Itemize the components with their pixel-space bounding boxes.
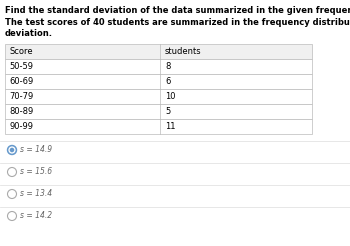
Text: 8: 8 bbox=[165, 62, 170, 71]
Circle shape bbox=[7, 189, 16, 199]
Text: s = 14.9: s = 14.9 bbox=[21, 145, 52, 154]
Text: 11: 11 bbox=[165, 122, 175, 131]
Text: 90-99: 90-99 bbox=[9, 122, 33, 131]
Text: students: students bbox=[165, 47, 202, 56]
Text: 6: 6 bbox=[165, 77, 170, 86]
Circle shape bbox=[10, 148, 14, 152]
Text: 50-59: 50-59 bbox=[9, 62, 33, 71]
Bar bbox=[5, 104, 312, 119]
Bar bbox=[5, 44, 312, 59]
Bar bbox=[5, 59, 312, 74]
Text: The test scores of 40 students are summarized in the frequency distribution belo: The test scores of 40 students are summa… bbox=[5, 18, 350, 27]
Text: Find the standard deviation of the data summarized in the given frequency distri: Find the standard deviation of the data … bbox=[5, 6, 350, 15]
Bar bbox=[5, 89, 312, 104]
Bar bbox=[5, 119, 312, 134]
Text: Score: Score bbox=[9, 47, 33, 56]
Text: 70-79: 70-79 bbox=[9, 92, 33, 101]
Text: s = 15.6: s = 15.6 bbox=[21, 168, 52, 176]
Text: 60-69: 60-69 bbox=[9, 77, 33, 86]
Text: deviation.: deviation. bbox=[5, 29, 53, 38]
Text: s = 13.4: s = 13.4 bbox=[21, 189, 52, 199]
Circle shape bbox=[7, 145, 16, 154]
Circle shape bbox=[7, 212, 16, 220]
Text: 10: 10 bbox=[165, 92, 175, 101]
Circle shape bbox=[7, 168, 16, 176]
Text: 80-89: 80-89 bbox=[9, 107, 33, 116]
Text: s = 14.2: s = 14.2 bbox=[21, 212, 52, 220]
Text: 5: 5 bbox=[165, 107, 170, 116]
Bar bbox=[5, 74, 312, 89]
Circle shape bbox=[9, 147, 15, 153]
